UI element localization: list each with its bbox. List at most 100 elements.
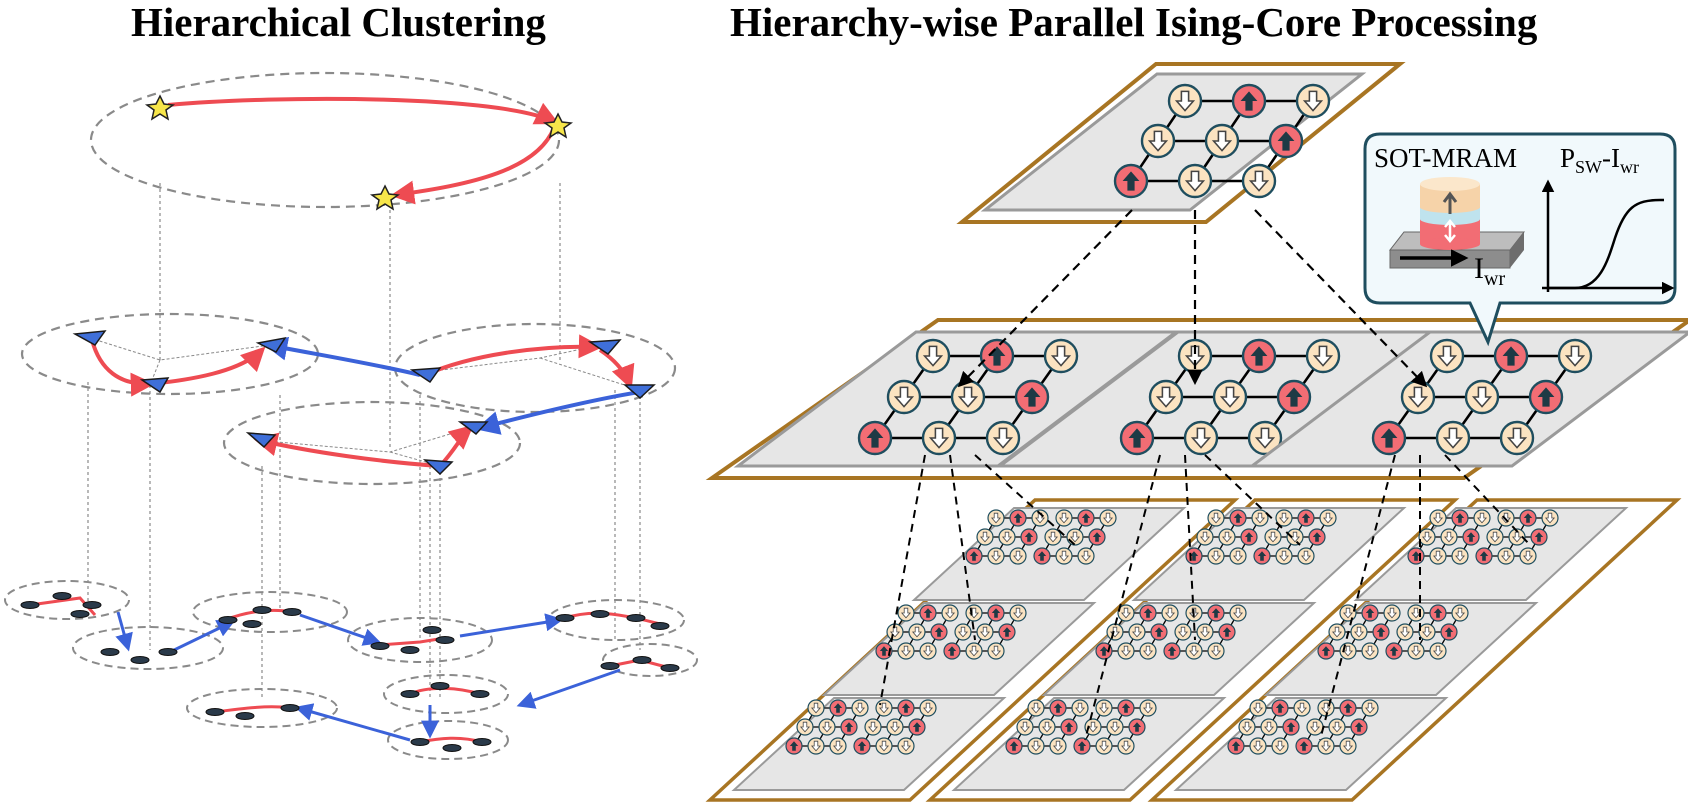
spin-down-node bbox=[1044, 528, 1062, 546]
spin-down-node bbox=[987, 509, 1005, 527]
psw-sep: -I bbox=[1602, 143, 1620, 173]
spin-down-node bbox=[1161, 604, 1179, 622]
spin-down-node bbox=[1009, 604, 1027, 622]
middle-blue-edges bbox=[263, 336, 641, 435]
spin-down-node bbox=[1418, 528, 1436, 546]
spin-up-node bbox=[987, 604, 1005, 622]
triangle-icon bbox=[139, 377, 170, 394]
spin-up-node bbox=[1117, 699, 1135, 717]
spin-down-node bbox=[1400, 379, 1436, 415]
spin-down-node bbox=[1435, 420, 1471, 456]
bottom-core-spins-1-2-a bbox=[1185, 509, 1269, 565]
bottom-core-spins-0-1-a bbox=[875, 604, 959, 660]
spin-up-node bbox=[857, 420, 893, 456]
bottom-level-clusters bbox=[4, 580, 698, 760]
mid-core-spins-2 bbox=[1371, 338, 1593, 456]
spin-up-node bbox=[1407, 547, 1425, 565]
spin-down-node bbox=[1095, 699, 1113, 717]
spin-up-node bbox=[1139, 604, 1157, 622]
mram-device-icon bbox=[1388, 177, 1526, 269]
top-core-spins bbox=[1113, 83, 1331, 199]
spin-down-node bbox=[886, 379, 922, 415]
spin-up-node bbox=[1297, 509, 1315, 527]
spin-down-node bbox=[1106, 623, 1124, 641]
middle-level-nodes bbox=[72, 330, 656, 476]
spin-down-node bbox=[1429, 547, 1447, 565]
sot-mram-callout: SOT-MRAM PSW-Iwr Iwr bbox=[1363, 132, 1677, 347]
star-icon bbox=[542, 112, 574, 139]
spin-down-node bbox=[1055, 509, 1073, 527]
spin-down-node bbox=[1106, 718, 1124, 736]
spin-up-node bbox=[1150, 623, 1168, 641]
spin-down-node bbox=[1407, 642, 1425, 660]
spin-up-node bbox=[840, 718, 858, 736]
spin-down-node bbox=[1264, 528, 1282, 546]
hierarchical-clustering-panel bbox=[4, 71, 698, 760]
spin-down-node bbox=[807, 737, 825, 755]
spin-up-node bbox=[1361, 604, 1379, 622]
spin-down-node bbox=[1418, 623, 1436, 641]
spin-down-node bbox=[1049, 737, 1067, 755]
cluster-vertical-connectors bbox=[87, 183, 641, 700]
spin-down-node bbox=[1497, 509, 1515, 527]
triangle-icon bbox=[409, 367, 442, 384]
spin-up-node bbox=[1271, 699, 1289, 717]
spin-down-node bbox=[908, 623, 926, 641]
parallel-ising-core-panel: SOT-MRAM PSW-Iwr Iwr bbox=[705, 62, 1688, 802]
spin-down-node bbox=[1247, 420, 1283, 456]
bottom-core-spins-2-1-a bbox=[1317, 604, 1401, 660]
spin-up-node bbox=[1429, 604, 1447, 622]
spin-down-node bbox=[1066, 528, 1084, 546]
title-hierarchical-clustering: Hierarchical Clustering bbox=[131, 0, 546, 45]
spin-up-node bbox=[1185, 547, 1203, 565]
spin-up-node bbox=[998, 623, 1016, 641]
spin-up-node bbox=[1528, 379, 1564, 415]
spin-up-node bbox=[1519, 509, 1537, 527]
spin-up-node bbox=[1451, 509, 1469, 527]
spin-down-node bbox=[897, 604, 915, 622]
spin-down-node bbox=[1185, 642, 1203, 660]
bottom-core-spins-1-1-b bbox=[1163, 604, 1247, 660]
spin-down-node bbox=[1031, 509, 1049, 527]
spin-down-node bbox=[1038, 718, 1056, 736]
bottom-core-spins-1-0-a bbox=[1005, 699, 1089, 755]
bottom-core-spins-0-1-b bbox=[943, 604, 1027, 660]
spin-down-node bbox=[965, 604, 983, 622]
top-level-edges bbox=[167, 96, 560, 205]
spin-down-node bbox=[1117, 737, 1135, 755]
bottom-core-spins-1-0-b bbox=[1073, 699, 1157, 755]
spin-down-node bbox=[1249, 737, 1267, 755]
spin-down-node bbox=[1361, 642, 1379, 660]
bottom-core-spins-0-0-a bbox=[785, 699, 869, 755]
spin-up-node bbox=[1276, 379, 1312, 415]
spin-down-node bbox=[1293, 699, 1311, 717]
spin-down-node bbox=[1396, 623, 1414, 641]
spin-down-node bbox=[1095, 737, 1113, 755]
spin-up-node bbox=[919, 604, 937, 622]
spin-down-node bbox=[864, 718, 882, 736]
spin-down-node bbox=[976, 623, 994, 641]
spin-down-node bbox=[1499, 420, 1535, 456]
star-icon bbox=[369, 184, 401, 211]
spin-up-node bbox=[1530, 528, 1548, 546]
spin-down-node bbox=[987, 547, 1005, 565]
top-to-mid-arrows bbox=[957, 209, 1428, 388]
spin-down-node bbox=[1167, 83, 1203, 119]
spin-down-node bbox=[1451, 547, 1469, 565]
spin-up-node bbox=[1229, 509, 1247, 527]
spin-up-node bbox=[1218, 623, 1236, 641]
spin-up-node bbox=[930, 623, 948, 641]
spin-down-node bbox=[1077, 547, 1095, 565]
spin-down-node bbox=[985, 420, 1021, 456]
spin-down-node bbox=[818, 718, 836, 736]
spin-up-node bbox=[1308, 528, 1326, 546]
spin-up-node bbox=[1350, 718, 1368, 736]
spin-down-node bbox=[1306, 718, 1324, 736]
bottom-core-spins-2-0-a bbox=[1227, 699, 1311, 755]
spin-up-node bbox=[1113, 163, 1149, 199]
spin-down-node bbox=[1148, 379, 1184, 415]
spin-up-node bbox=[829, 699, 847, 717]
iwr-label: Iwr bbox=[1474, 252, 1505, 290]
spin-up-node bbox=[1073, 737, 1091, 755]
spin-down-node bbox=[987, 642, 1005, 660]
